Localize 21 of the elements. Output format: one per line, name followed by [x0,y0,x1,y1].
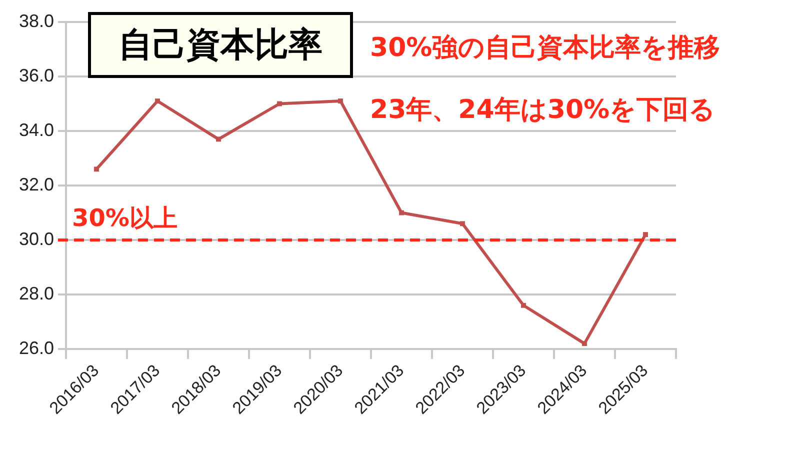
y-tick-label: 34.0 [18,120,54,140]
ref-line-label: 30%以上 [72,204,178,232]
y-tick-label: 32.0 [18,174,54,194]
point [582,341,587,346]
point [399,210,404,216]
point [460,221,465,226]
annotation: 30%強の自己資本比率を推移 [370,32,720,65]
y-tick-label: 30.0 [18,228,54,249]
point [643,232,648,238]
y-tick-label: 38.0 [18,10,54,31]
point [277,101,282,106]
point [94,166,99,172]
point [155,98,160,104]
point [521,302,526,308]
y-tick-label: 28.0 [18,283,54,304]
point [216,136,221,142]
y-tick-label: 26.0 [18,338,54,358]
chart-title: 自己資本比率 [88,12,353,78]
point [338,98,343,104]
annotation: 23年、24年は30%を下回る [370,94,717,127]
y-tick-label: 36.0 [18,65,54,86]
